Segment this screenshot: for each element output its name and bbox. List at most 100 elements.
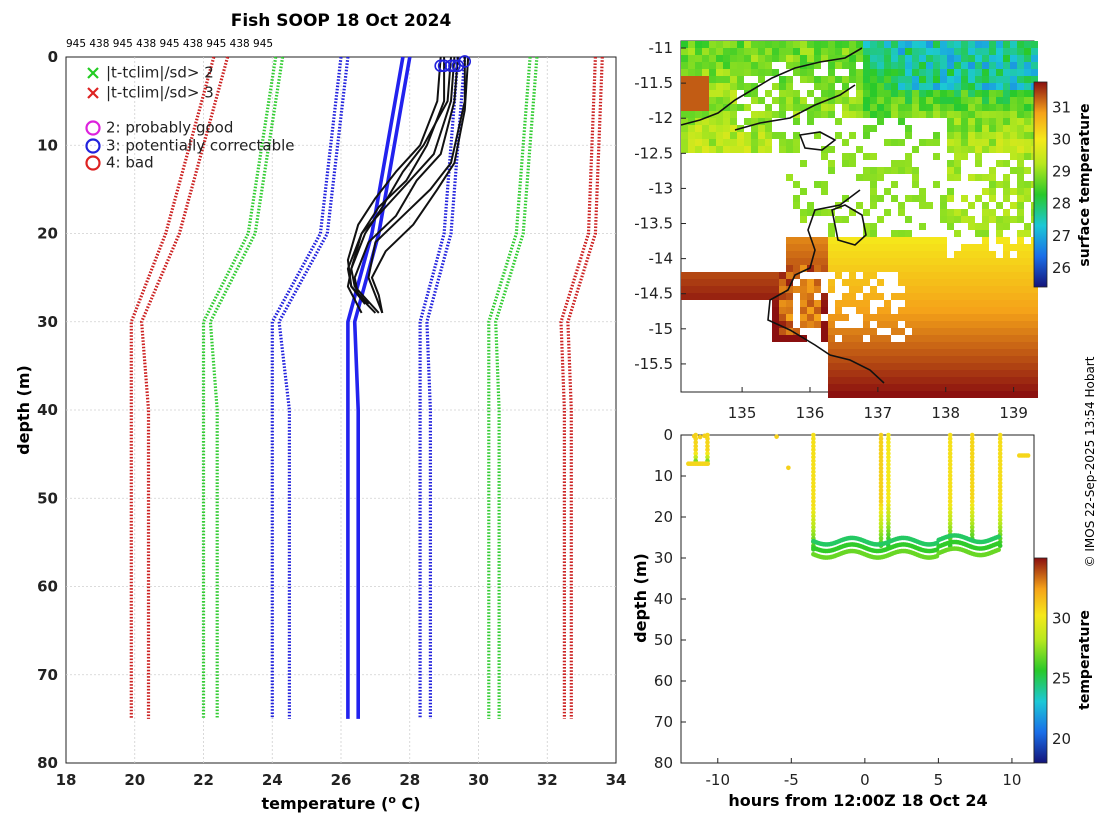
sst-pixel [723,69,730,76]
sst-pixel [814,104,821,111]
sst-pixel [863,342,870,349]
sst-pixel [856,48,863,55]
sst-pixel [884,384,891,391]
map-panel: 135 136 137 138 139 -11-11.5-12-12.5-13-13.5… [634,39,1093,422]
sst-pixel [947,391,954,398]
sst-pixel [905,391,912,398]
sst-pixel [961,328,968,335]
climatology-line [277,56,350,719]
sst-pixel [1003,146,1010,153]
sst-pixel [919,272,926,279]
sst-pixel [828,377,835,384]
sst-pixel [863,251,870,258]
sst-pixel [842,363,849,370]
sst-pixel [681,272,688,279]
sst-pixel [961,132,968,139]
section-dot [886,462,891,467]
sst-pixel [961,216,968,223]
sst-pixel [730,55,737,62]
sst-pixel [996,55,1003,62]
sst-pixel [870,349,877,356]
sst-pixel [989,356,996,363]
sst-pixel [688,146,695,153]
sst-pixel [856,356,863,363]
sst-pixel [807,293,814,300]
sst-pixel [786,251,793,258]
sst-pixel [793,251,800,258]
sst-pixel [793,202,800,209]
sst-pixel [975,391,982,398]
section-dot [1025,453,1031,458]
sst-pixel [744,279,751,286]
sst-pixel [765,125,772,132]
sst-pixel [1017,335,1024,342]
sst-pixel [1017,216,1024,223]
sst-pixel [786,139,793,146]
sst-pixel [968,328,975,335]
sst-pixel [912,272,919,279]
sst-pixel [863,293,870,300]
sst-pixel [1010,90,1017,97]
sst-pixel [730,62,737,69]
section-dot [774,434,779,439]
sst-pixel [765,272,772,279]
legend: |t-tclim|/sd> 2|t-tclim|/sd> 32: probabl… [85,64,295,172]
sst-pixel [821,293,828,300]
sst-pixel [996,258,1003,265]
sst-pixel [807,279,814,286]
sst-pixel [863,209,870,216]
section-dot [878,480,884,486]
sst-pixel [842,195,849,202]
sst-pixel [940,202,947,209]
sst-pixel [947,300,954,307]
sst-pixel [723,111,730,118]
sst-pixel [884,244,891,251]
sst-pixel [1003,342,1010,349]
section-dot [947,488,953,493]
sst-pixel [940,111,947,118]
section-dot [811,502,816,508]
sst-pixel [898,328,905,335]
sst-pixel [863,265,870,272]
sst-pixel [786,293,793,300]
sst-pixel [926,314,933,321]
section-dot [969,517,975,523]
sst-pixel [933,265,940,272]
sst-pixel [1017,279,1024,286]
sst-pixel [821,41,828,48]
sst-pixel [926,335,933,342]
sst-pixel [940,83,947,90]
sst-pixel [982,237,989,244]
sst-pixel [961,265,968,272]
sst-pixel [877,279,884,286]
sst-pixel [828,314,835,321]
sst-pixel [884,69,891,76]
sst-pixel [793,62,800,69]
sst-pixel [982,377,989,384]
sst-pixel [695,286,702,293]
sst-pixel [695,118,702,125]
sst-pixel [870,111,877,118]
sst-pixel [772,300,779,307]
section-dot [947,465,953,471]
section-dot [997,443,1003,449]
section-dot [996,534,1001,539]
sst-pixel [1010,62,1017,69]
sst-pixel [793,258,800,265]
sst-pixel [989,342,996,349]
sst-pixel [723,48,730,55]
sst-pixel [996,293,1003,300]
coastline-arnhem [734,84,856,131]
profile-subtitle: 945 438 945 438 945 438 945 438 945 [66,38,273,50]
sst-pixel [1010,363,1017,370]
sst-pixel [1010,370,1017,377]
sst-pixel [905,293,912,300]
sst-pixel [814,279,821,286]
sst-pixel [870,391,877,398]
section-dot [811,513,816,519]
profile-x-tick: 32 [537,771,558,789]
sst-pixel [737,69,744,76]
sst-pixel [1003,139,1010,146]
sst-pixel [688,286,695,293]
sst-pixel [870,76,877,83]
